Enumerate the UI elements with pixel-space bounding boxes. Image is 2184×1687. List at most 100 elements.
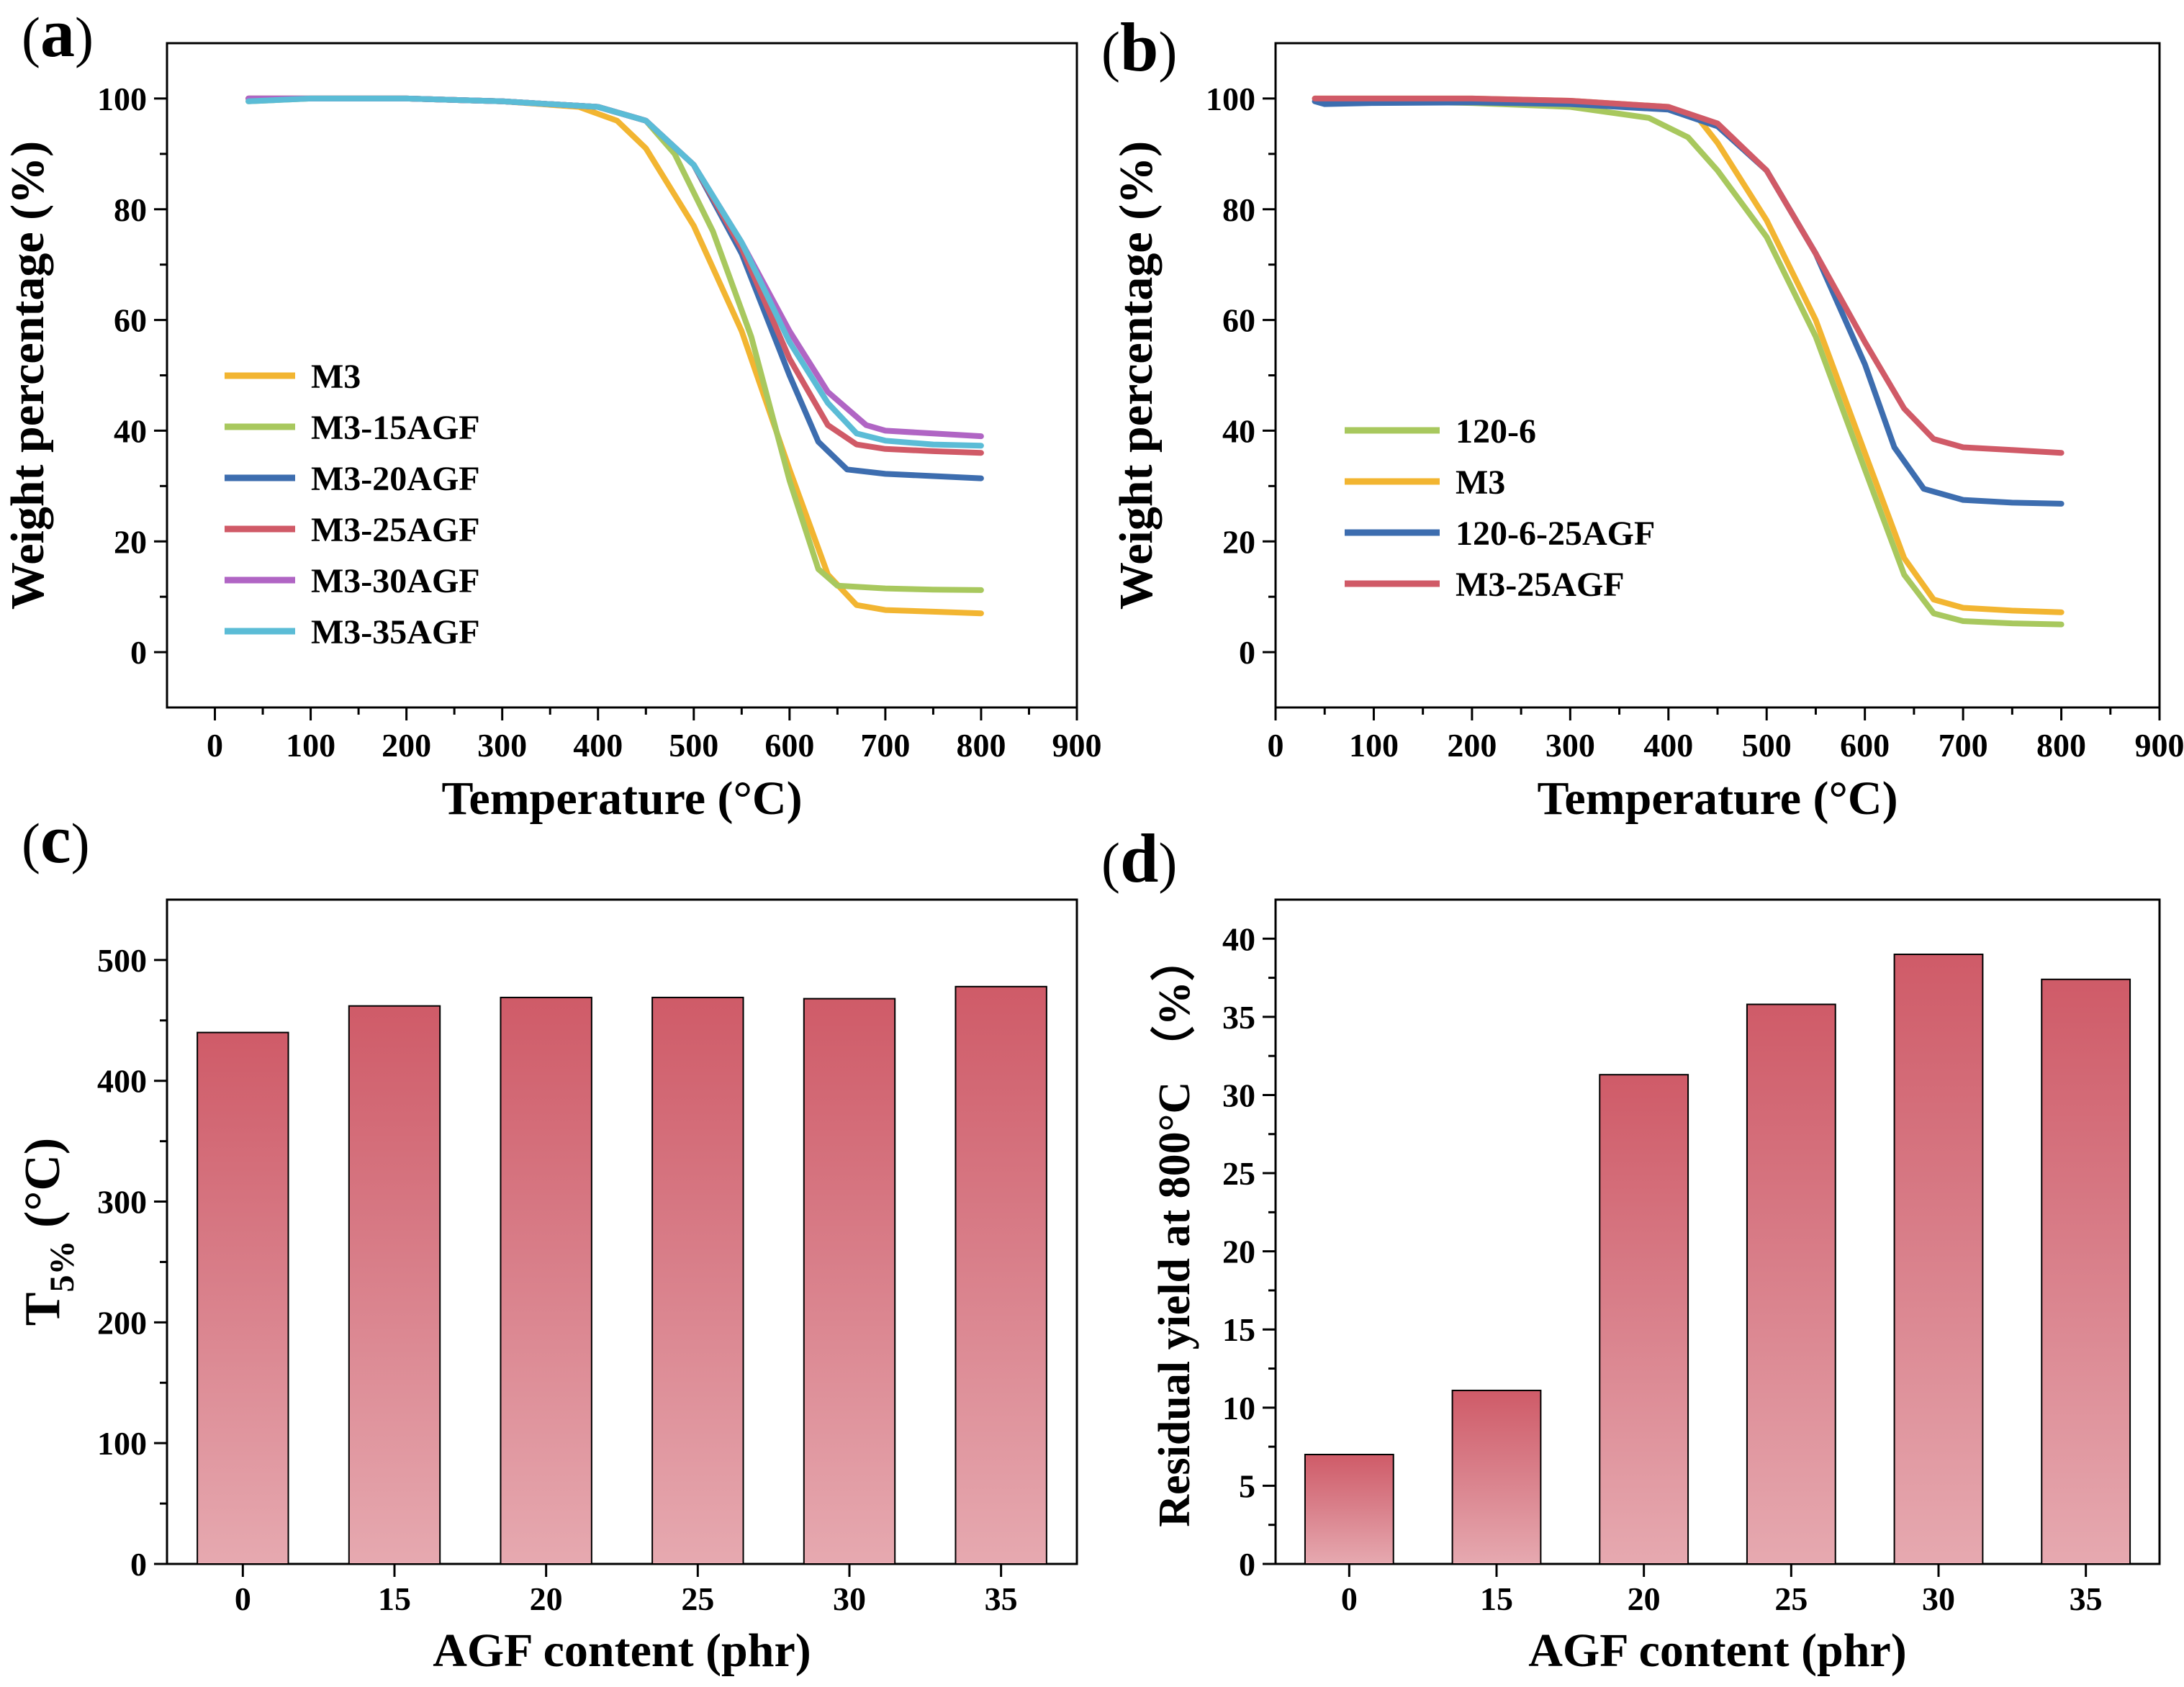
x-axis-label: Temperature (°C) [1537, 772, 1898, 825]
panel-label-b: (b) [1101, 9, 1177, 86]
plot-frame [166, 898, 1078, 1565]
x-tick-label: 0 [207, 727, 223, 764]
y-tick-label: 40 [1222, 412, 1255, 449]
panel-a: 0 100 200 300 400 500 600 700 800 900 0 20 40 60 80 100… [1, 42, 1102, 825]
y-tick-label: 500 [97, 942, 147, 979]
plot-frame [1274, 898, 2161, 1565]
bar [500, 996, 592, 1565]
bar [197, 1031, 289, 1565]
x-tick-label: 500 [1742, 727, 1792, 764]
y-tick-label: 0 [1239, 1546, 1255, 1583]
y-tick-label: 0 [130, 1546, 147, 1583]
y-tick-label: 20 [114, 523, 147, 560]
bar [2041, 978, 2131, 1565]
panel-label-d: (d) [1101, 820, 1177, 897]
bar [348, 1005, 441, 1565]
y-tick-label: 10 [1222, 1390, 1255, 1426]
plot-frame [166, 42, 1078, 709]
y-axis-label-part: (°C) [15, 1138, 71, 1241]
x-tick-label: 400 [1643, 727, 1693, 764]
bar [1451, 1389, 1542, 1565]
y-axis-label: T5% (°C) [15, 1138, 81, 1326]
legend-label: M3-25AGF [1456, 566, 1625, 604]
y-tick-label: 20 [1222, 1234, 1255, 1270]
legend-label: M3-30AGF [311, 562, 480, 600]
x-tick-label: 35 [985, 1580, 1018, 1617]
y-tick-label: 15 [1222, 1311, 1255, 1348]
bar [1599, 1074, 1689, 1565]
series-line-120-6 [1312, 95, 2065, 628]
y-tick-label: 300 [97, 1184, 147, 1221]
legend-label: M3-15AGF [311, 409, 480, 447]
x-tick-label: 0 [235, 1580, 251, 1617]
x-tick-label: 700 [1939, 727, 1988, 764]
y-tick-label: 40 [1222, 921, 1255, 957]
legend-label: M3 [1456, 463, 1505, 502]
panel-b: 0 100 200 300 400 500 600 700 800 900 0 20 40 60 80 100… [1110, 42, 2184, 825]
y-tick-label: 400 [97, 1063, 147, 1100]
y-tick-label: 40 [114, 412, 147, 449]
bar [1304, 1453, 1394, 1565]
y-axis-label-part: T [15, 1292, 71, 1326]
legend-label: M3-35AGF [311, 613, 480, 651]
x-tick-label: 0 [1341, 1580, 1358, 1617]
x-tick-label: 600 [764, 727, 814, 764]
y-tick-label: 60 [114, 302, 147, 339]
x-tick-label: 300 [477, 727, 527, 764]
y-tick-label: 100 [97, 81, 147, 117]
series-line-M3-35AGF [245, 95, 984, 449]
x-tick-label: 25 [681, 1580, 714, 1617]
y-axis-label: Residual yield at 800°C （%） [1149, 936, 1199, 1527]
x-tick-label: 25 [1774, 1580, 1808, 1617]
x-axis-label: Temperature (°C) [441, 772, 802, 825]
y-axis-label: Weight percentage (%) [1, 141, 54, 610]
bar [1893, 954, 1984, 1565]
series-line-M3-25AGF [245, 95, 984, 456]
x-axis-label: AGF content (phr) [1528, 1624, 1907, 1677]
series-line-M3-25AGF [1312, 95, 2065, 456]
x-tick-label: 600 [1840, 727, 1890, 764]
y-tick-label: 25 [1222, 1155, 1255, 1192]
x-tick-label: 300 [1546, 727, 1595, 764]
x-tick-label: 15 [378, 1580, 411, 1617]
y-axis-label: Weight percentage (%) [1110, 141, 1163, 610]
x-tick-label: 900 [1052, 727, 1102, 764]
y-axis-label-part: 5% [43, 1240, 81, 1292]
y-tick-label: 30 [1222, 1077, 1255, 1113]
panel-c: 0 15 20 25 30 35 0 100 200 300 400 500 AGF content (… [15, 898, 1078, 1677]
y-tick-label: 5 [1239, 1467, 1255, 1504]
x-tick-label: 700 [860, 727, 910, 764]
y-tick-label: 100 [97, 1425, 147, 1462]
x-tick-label: 200 [382, 727, 431, 764]
y-tick-label: 20 [1222, 523, 1255, 560]
bar [1746, 1003, 1836, 1565]
panel-d: 0 15 20 25 30 35 0 5 10 15 20 25 30 35 40 AGF content (… [1149, 898, 2161, 1677]
x-tick-label: 0 [1268, 727, 1284, 764]
panel-label-c: (c) [22, 800, 90, 877]
x-tick-label: 30 [833, 1580, 866, 1617]
bar [803, 998, 896, 1565]
legend-label: M3-25AGF [311, 511, 480, 549]
y-tick-label: 0 [1239, 634, 1255, 671]
bar [651, 996, 744, 1565]
y-tick-label: 200 [97, 1304, 147, 1341]
x-tick-label: 500 [669, 727, 718, 764]
bar [955, 985, 1047, 1565]
x-tick-label: 900 [2135, 727, 2184, 764]
x-tick-label: 30 [1922, 1580, 1955, 1617]
x-tick-label: 800 [956, 727, 1006, 764]
y-tick-label: 80 [1222, 191, 1255, 228]
panel-label-a: (a) [22, 0, 94, 71]
legend-label: 120-6-25AGF [1456, 515, 1655, 553]
x-tick-label: 35 [2070, 1580, 2103, 1617]
y-tick-label: 60 [1222, 302, 1255, 339]
x-tick-label: 20 [1628, 1580, 1661, 1617]
legend-label: M3 [311, 358, 361, 396]
x-tick-label: 100 [286, 727, 335, 764]
x-tick-label: 100 [1349, 727, 1399, 764]
x-axis-label: AGF content (phr) [433, 1624, 811, 1677]
x-tick-label: 20 [530, 1580, 563, 1617]
x-tick-label: 15 [1480, 1580, 1513, 1617]
legend-label: M3-20AGF [311, 460, 480, 498]
y-tick-label: 80 [114, 191, 147, 228]
